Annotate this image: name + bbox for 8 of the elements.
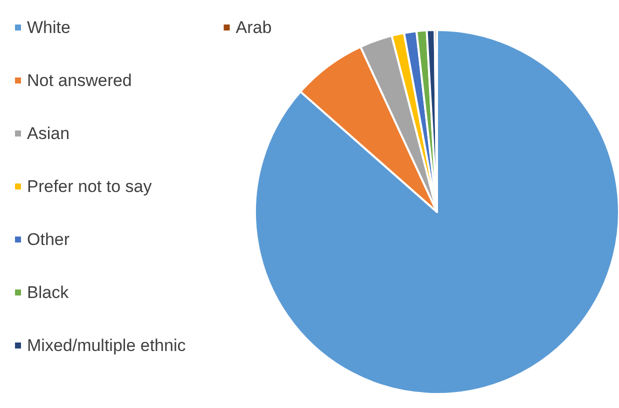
- legend-label: Other: [27, 230, 70, 249]
- legend-label: Prefer not to say: [27, 177, 152, 196]
- legend-label: Black: [27, 283, 70, 302]
- legend-label: Mixed/multiple ethnic: [27, 336, 186, 355]
- legend-label: Asian: [27, 124, 70, 143]
- legend-label: Arab: [236, 18, 272, 37]
- legend-label: Not answered: [27, 71, 132, 90]
- legend-label: White: [27, 18, 70, 37]
